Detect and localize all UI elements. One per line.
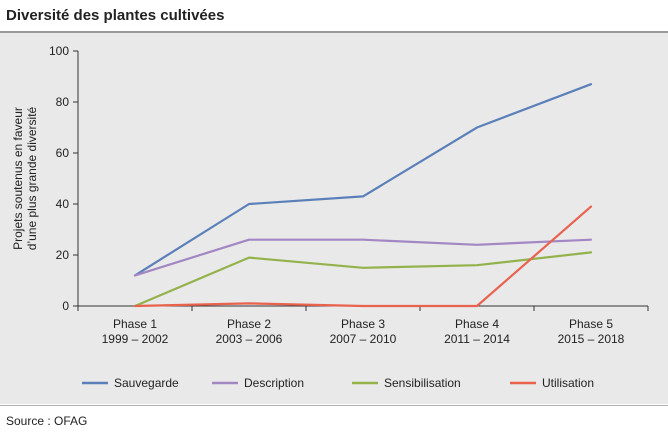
legend-label-description: Description [244,376,304,390]
y-axis-title-line: d’une plus grande diversité [25,106,39,250]
title-bar: Diversité des plantes cultivées [0,0,668,33]
x-tick-label: Phase 3 2007 – 2010 [330,317,397,346]
series-line-sauvegarde [133,83,593,277]
y-tick-label: 0 [62,299,69,313]
series-group [133,83,593,308]
legend-group: Sauvegarde Description Sensibilisation Util… [82,376,594,390]
x-tick-label-line: 2015 – 2018 [558,332,625,346]
y-tick-label: 60 [56,146,70,160]
y-axis-title: Projets soutenus en faveurd’une plus gra… [11,106,39,250]
x-tick-label: Phase 4 2011 – 2014 [444,317,510,346]
y-axis-title-line: Projets soutenus en faveur [11,107,25,250]
x-tick-label-line: Phase 1 [113,317,157,331]
chart-title: Diversité des plantes cultivées [6,7,225,24]
x-tick-label: Phase 1 1999 – 2002 [102,317,169,346]
x-tick-label: Phase 2 2003 – 2006 [216,317,283,346]
series-line-description [133,238,593,277]
x-tick-label-line: Phase 2 [227,317,271,331]
x-tick-label-line: Phase 4 [455,317,499,331]
x-tick-label: Phase 5 2015 – 2018 [558,317,625,346]
series-line-utilisation [133,205,593,308]
series-line-sensibilisation [133,251,593,308]
x-tick-label-line: 2003 – 2006 [216,332,283,346]
y-tick-label: 80 [56,95,70,109]
y-tick-label: 20 [56,248,70,262]
source-note: Source : OFAG [6,414,88,428]
x-tick-label-line: Phase 5 [569,317,613,331]
y-tick-label: 40 [56,197,70,211]
legend-label-utilisation: Utilisation [542,376,594,390]
x-tick-label-line: 2011 – 2014 [444,332,510,346]
x-tick-label-line: Phase 3 [341,317,385,331]
legend-label-sauvegarde: Sauvegarde [114,376,179,390]
title-divider [0,31,668,33]
y-tick-label: 100 [49,44,69,58]
footer-divider [0,405,668,406]
x-tick-label-line: 2007 – 2010 [330,332,397,346]
chart-panel: 0 20 40 60 80 100 Phase 1 1999 – 2002 Phase 2 200… [0,33,668,404]
x-tick-label-line: 1999 – 2002 [102,332,169,346]
legend-label-sensibilisation: Sensibilisation [384,376,461,390]
